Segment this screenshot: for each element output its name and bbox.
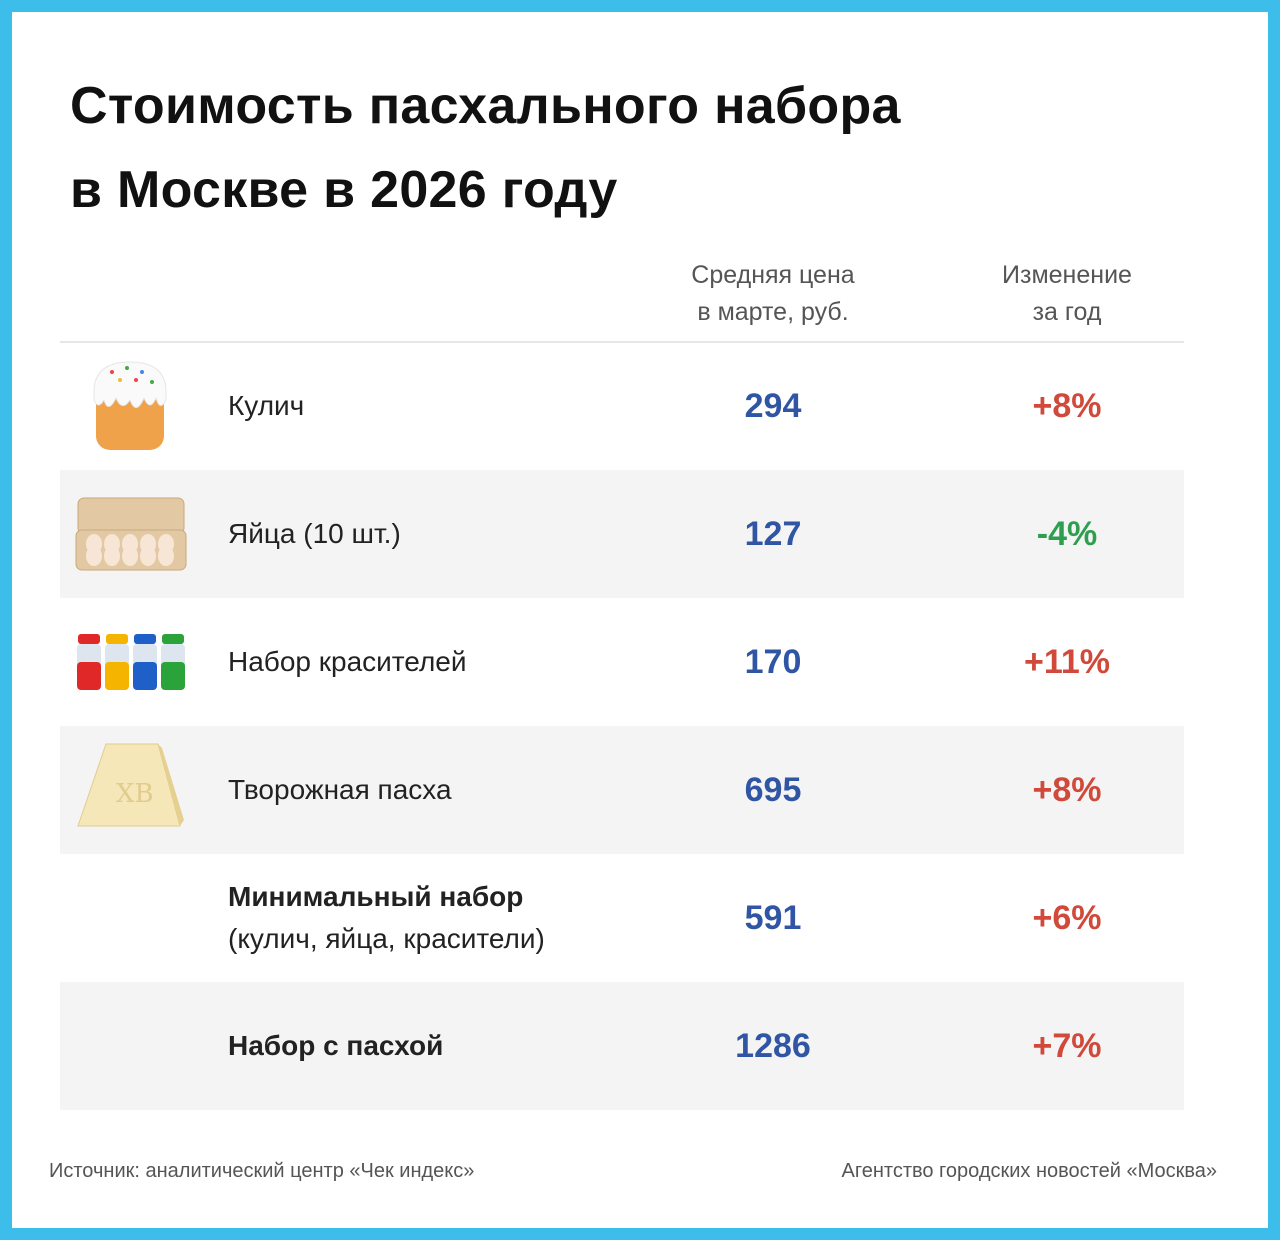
row-label-text: Набор красителей [228, 646, 467, 677]
column-header-price: Средняя цена в марте, руб. [643, 257, 903, 331]
row-sublabel: (кулич, яйца, красители) [228, 923, 545, 954]
header-line: Средняя цена [691, 261, 855, 289]
table-row: Минимальный набор (кулич, яйца, красители… [60, 854, 1184, 982]
source-note: Источник: аналитический центр «Чек индек… [49, 1160, 475, 1182]
change-value: +11% [1023, 642, 1111, 681]
dyes-icon [72, 612, 188, 712]
row-label: Набор красителей [228, 598, 467, 726]
change-value: +8% [1032, 386, 1102, 425]
title-line-2: в Москве в 2026 году [70, 161, 618, 219]
change-value: +7% [1032, 1026, 1102, 1065]
row-label-text: Набор с пасхой [228, 1030, 444, 1061]
row-label: Творожная пасха [228, 726, 452, 854]
change-value: +6% [1032, 898, 1102, 937]
infographic-card: Стоимость пасхального набора в Москве в … [12, 12, 1268, 1228]
header-line: Изменение [1002, 261, 1132, 289]
column-header-change: Изменение за год [937, 257, 1197, 331]
eggs-icon [72, 484, 188, 584]
price-value: 1286 [735, 1026, 811, 1065]
row-label-text: Кулич [228, 390, 305, 421]
header-line: в марте, руб. [697, 298, 849, 326]
change-value: +8% [1032, 770, 1102, 809]
row-label-text: Творожная пасха [228, 774, 452, 805]
header-divider [60, 341, 1184, 343]
table-row: Набор с пасхой 1286 +7% [60, 982, 1184, 1110]
table-row: XB Творожная пасха 695 +8% [60, 726, 1184, 854]
row-label: Кулич [228, 342, 304, 470]
title-line-1: Стоимость пасхального набора [70, 77, 901, 135]
table-row: Набор красителей 170 +11% [60, 598, 1184, 726]
row-label: Набор с пасхой [228, 982, 443, 1110]
table-row: Кулич 294 +8% [60, 342, 1184, 470]
price-value: 294 [744, 386, 802, 425]
price-value: 170 [744, 642, 802, 681]
change-value: -4% [1036, 514, 1098, 553]
price-value: 591 [744, 898, 802, 937]
price-value: 695 [744, 770, 802, 809]
price-value: 127 [744, 514, 802, 553]
header-line: за год [1032, 298, 1102, 326]
svg-text:XB: XB [116, 779, 154, 809]
row-label: Минимальный набор (кулич, яйца, красители… [228, 854, 545, 982]
agency-credit: Агентство городских новостей «Москва» [841, 1160, 1217, 1182]
paskha-icon: XB [72, 740, 188, 840]
page-title: Стоимость пасхального набора в Москве в … [70, 64, 901, 232]
row-label-text: Яйца (10 шт.) [228, 518, 401, 549]
table-row: Яйца (10 шт.) 127 -4% [60, 470, 1184, 598]
row-label: Яйца (10 шт.) [228, 470, 401, 598]
row-label-text: Минимальный набор [228, 881, 524, 912]
kulich-icon [72, 356, 188, 456]
